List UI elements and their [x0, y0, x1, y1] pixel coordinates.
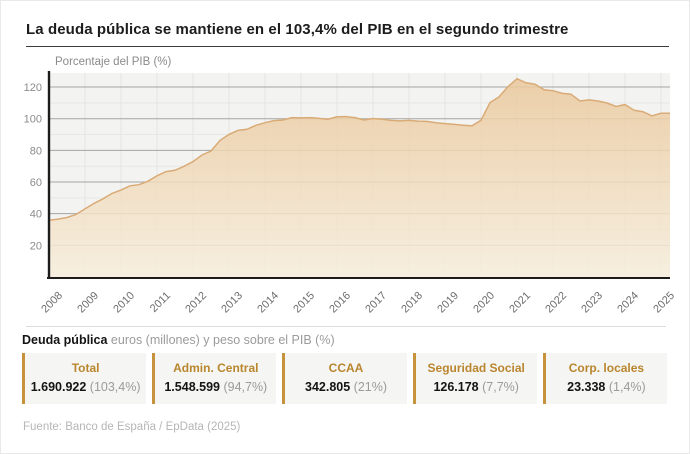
card-admin-central-value: 1.548.599	[164, 380, 220, 394]
x-tick-label: 2013	[219, 290, 245, 316]
y-tick-label: 120	[24, 82, 42, 94]
y-tick-label: 20	[30, 240, 42, 252]
summary-heading-subtitle: euros (millones) y peso sobre el PIB (%)	[110, 333, 335, 347]
card-corp-locales: Corp. locales 23.338 (1,4%)	[542, 353, 668, 404]
card-seguridad-social-percent: (7,7%)	[482, 380, 519, 394]
summary-cards: Total 1.690.922 (103,4%) Admin. Central …	[22, 353, 668, 404]
card-corp-locales-percent: (1,4%)	[608, 380, 646, 394]
card-total: Total 1.690.922 (103,4%)	[22, 353, 147, 404]
card-admin-central-percent: (94,7%)	[223, 380, 268, 394]
y-tick-label: 80	[30, 145, 42, 157]
x-tick-labels: 2008 2009 2010 2011 2012 2013 2014 2015 2016 2017…	[39, 290, 677, 316]
card-seguridad-social: Seguridad Social 126.178 (7,7%)	[412, 353, 537, 404]
summary-heading: Deuda pública euros (millones) y peso so…	[22, 333, 335, 347]
x-tick-label: 2019	[435, 290, 461, 316]
card-seguridad-social-label: Seguridad Social	[427, 361, 525, 375]
x-tick-label: 2021	[507, 290, 533, 316]
card-total-label: Total	[71, 361, 100, 375]
x-tick-label: 2015	[291, 290, 317, 316]
summary-heading-title: Deuda pública	[22, 333, 108, 347]
debt-area-series	[48, 77, 671, 277]
section-divider	[26, 326, 666, 327]
card-ccaa: CCAA 342.805 (21%)	[282, 353, 407, 404]
card-total-value: 1.690.922	[30, 380, 87, 394]
card-admin-central: Admin. Central 1.548.599 (94,7%)	[152, 353, 277, 404]
x-tick-label: 2022	[543, 290, 569, 316]
axes	[47, 71, 670, 279]
card-corp-locales-label: Corp. locales	[568, 361, 645, 375]
y-tick-label: 60	[30, 177, 42, 189]
x-tick-label: 2014	[255, 290, 281, 316]
card-seguridad-social-value: 126.178	[433, 380, 479, 394]
x-tick-label: 2017	[363, 290, 389, 316]
card-ccaa-label: CCAA	[328, 361, 364, 375]
x-tick-label: 2010	[111, 290, 137, 316]
x-tick-label: 2016	[327, 290, 353, 316]
card-ccaa-percent: (21%)	[353, 380, 388, 394]
x-tick-label: 2009	[75, 290, 101, 316]
x-tick-label: 2008	[39, 290, 65, 316]
x-tick-label: 2025	[651, 290, 677, 316]
title-divider	[26, 46, 669, 47]
card-ccaa-value: 342.805	[305, 380, 351, 394]
debt-line	[48, 77, 671, 222]
x-tick-label: 2023	[579, 290, 605, 316]
card-total-percent: (103,4%)	[89, 380, 141, 394]
card-admin-central-label: Admin. Central	[173, 361, 259, 375]
x-tick-label: 2012	[183, 290, 209, 316]
x-tick-label: 2020	[471, 290, 497, 316]
x-tick-label: 2024	[615, 290, 641, 316]
y-tick-label: 100	[24, 114, 42, 126]
y-tick-label: 40	[30, 209, 42, 221]
x-tick-label: 2018	[399, 290, 425, 316]
y-axis-title: Porcentaje del PIB (%)	[55, 56, 172, 68]
y-tick-labels: 20 40 60 80 100 120	[24, 82, 42, 252]
page-title: La deuda pública se mantiene en el 103,4…	[26, 21, 569, 38]
source-note: Fuente: Banco de España / EpData (2025)	[23, 421, 241, 433]
card-corp-locales-value: 23.338	[567, 380, 606, 394]
debt-area-fill	[49, 78, 670, 277]
x-tick-label: 2011	[148, 290, 173, 315]
